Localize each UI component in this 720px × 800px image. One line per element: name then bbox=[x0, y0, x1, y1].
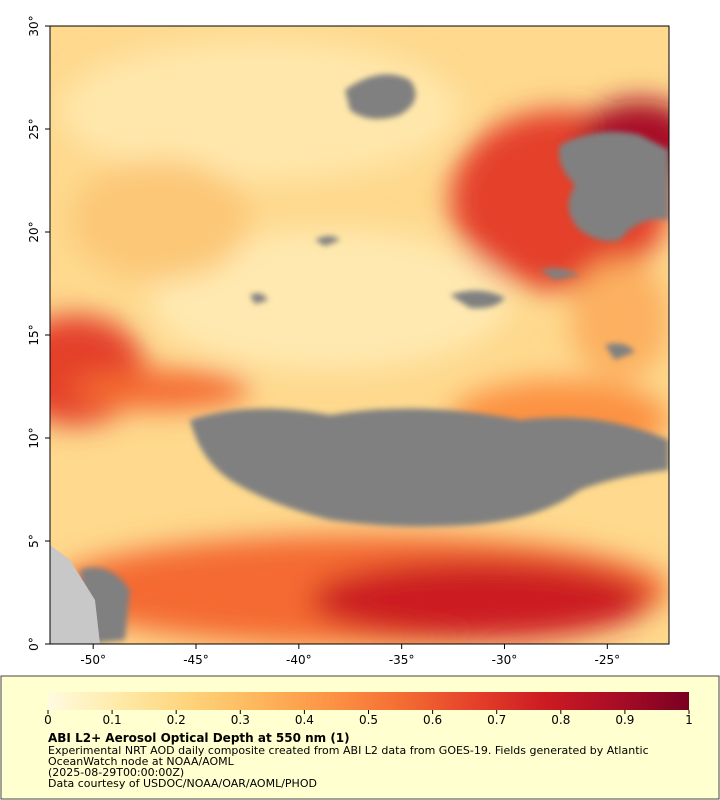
y-tick-label: 15° bbox=[27, 324, 41, 345]
colorbar-tick-label: 0.6 bbox=[423, 713, 442, 727]
colorbar-tick-label: 0.7 bbox=[487, 713, 506, 727]
y-tick-label: 30° bbox=[27, 15, 41, 36]
x-tick-label: -35° bbox=[389, 653, 415, 667]
colorbar-tick-label: 0.2 bbox=[167, 713, 186, 727]
colorbar-tick-label: 0 bbox=[44, 713, 52, 727]
title: ABI L2+ Aerosol Optical Depth at 550 nm … bbox=[48, 731, 350, 745]
x-tick-label: -30° bbox=[492, 653, 518, 667]
aod-field bbox=[50, 26, 669, 644]
y-tick-label: 0° bbox=[27, 637, 41, 651]
colorbar-tick-label: 0.9 bbox=[615, 713, 634, 727]
colorbar-tick-label: 1 bbox=[685, 713, 693, 727]
caption-line: Data courtesy of USDOC/NOAA/OAR/AOML/PHO… bbox=[48, 777, 317, 790]
y-tick-label: 5° bbox=[27, 534, 41, 548]
y-tick-label: 25° bbox=[27, 118, 41, 139]
colorbar bbox=[48, 692, 689, 710]
x-tick-label: -25° bbox=[595, 653, 621, 667]
x-tick-label: -45° bbox=[183, 653, 209, 667]
caption-line: (2025-08-29T00:00:00Z) bbox=[48, 766, 184, 779]
x-tick-label: -50° bbox=[80, 653, 106, 667]
colorbar-tick-label: 0.3 bbox=[231, 713, 250, 727]
colorbar-tick-label: 0.5 bbox=[359, 713, 378, 727]
y-tick-label: 20° bbox=[27, 221, 41, 242]
y-tick-label: 10° bbox=[27, 427, 41, 448]
x-tick-label: -40° bbox=[286, 653, 312, 667]
caption-line: OceanWatch node at NOAA/AOML bbox=[48, 755, 235, 768]
colorbar-tick-label: 0.8 bbox=[551, 713, 570, 727]
colorbar-tick-label: 0.4 bbox=[295, 713, 314, 727]
caption-line: Experimental NRT AOD daily composite cre… bbox=[48, 744, 649, 757]
colorbar-tick-label: 0.1 bbox=[103, 713, 122, 727]
